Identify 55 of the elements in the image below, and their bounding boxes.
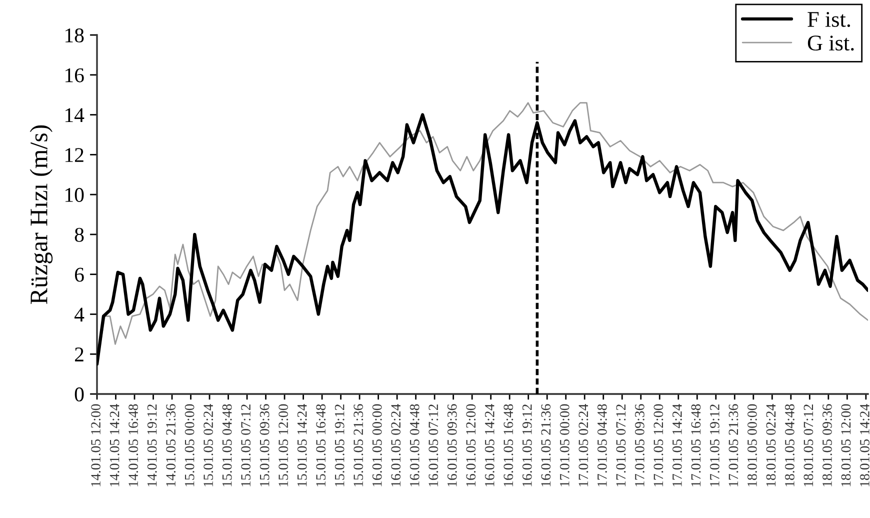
x-tick-label: 15.01.05 19:12 [334,404,344,486]
x-tick-label: 18.01.05 12:00 [841,404,851,486]
y-tick-label: 18 [66,28,84,42]
x-tick-label: 17.01.05 00:00 [560,404,570,486]
x-tick-label: 16.01.05 14:24 [484,404,494,486]
x-tick-label: 14.01.05 14:24 [110,404,120,486]
x-tick-label: 15.01.05 09:36 [260,404,270,486]
y-tick-label: 6 [74,268,84,282]
legend-label: F ist. [808,12,850,28]
x-tick-label: 14.01.05 21:36 [166,404,176,486]
x-tick-label: 17.01.05 04:48 [597,404,607,486]
x-tick-label: 17.01.05 12:00 [654,404,664,486]
x-tick-label: 15.01.05 04:48 [222,404,232,486]
x-tick-label: 16.01.05 21:36 [541,404,551,486]
x-tick-label: 17.01.05 02:24 [578,404,588,486]
x-tick-label: 14.01.05 16:48 [128,404,138,486]
y-axis-title: Rüzgar Hızı (m/s) [30,125,53,304]
x-tick-label: 17.01.05 16:48 [691,404,701,486]
x-tick-label: 15.01.05 00:00 [184,404,194,486]
x-tick-label: 18.01.05 00:00 [747,404,757,486]
x-tick-label: 15.01.05 02:24 [204,404,214,486]
x-tick-label: 17.01.05 19:12 [710,404,720,486]
x-tick-label: 17.01.05 07:12 [616,404,626,486]
x-tick-label: 17.01.05 09:36 [634,404,644,486]
y-tick-label: 8 [74,228,84,242]
x-tick-label: 16.01.05 09:36 [447,404,457,486]
x-tick-label: 18.01.05 09:36 [822,404,832,486]
x-tick-label: 16.01.05 12:00 [466,404,476,486]
y-tick-label: 16 [66,68,84,82]
y-tick-label: 14 [66,108,84,122]
x-tick-label: 14.01.05 19:12 [147,404,157,486]
x-tick-label: 15.01.05 16:48 [316,404,326,486]
x-tick-label: 16.01.05 00:00 [372,404,382,486]
x-tick-label: 14.01.05 12:00 [91,404,101,486]
y-tick-label: 10 [66,188,84,202]
x-tick-label: 16.01.05 07:12 [428,404,438,486]
y-tick-label: 0 [74,387,84,402]
x-tick-label: 16.01.05 02:24 [391,404,401,486]
y-tick-label: 12 [66,148,84,162]
x-tick-label: 17.01.05 14:24 [672,404,682,486]
legend-label: G ist. [808,36,854,51]
y-tick-label: 4 [74,308,84,322]
x-tick-label: 15.01.05 14:24 [297,404,307,486]
y-tick-label: 2 [75,348,84,362]
x-tick-label: 16.01.05 04:48 [410,404,420,486]
x-tick-label: 15.01.05 21:36 [354,404,364,486]
x-tick-label: 18.01.05 07:12 [804,404,814,486]
x-tick-label: 15.01.05 12:00 [278,404,288,486]
x-tick-label: 18.01.05 14:24 [860,404,870,486]
x-tick-label: 16.01.05 19:12 [522,404,532,486]
x-tick-label: 18.01.05 02:24 [766,404,776,486]
x-tick-label: 15.01.05 07:12 [241,404,251,486]
x-tick-label: 16.01.05 16:48 [504,404,514,486]
x-tick-label: 17.01.05 21:36 [728,404,738,486]
x-tick-label: 18.01.05 04:48 [785,404,794,486]
